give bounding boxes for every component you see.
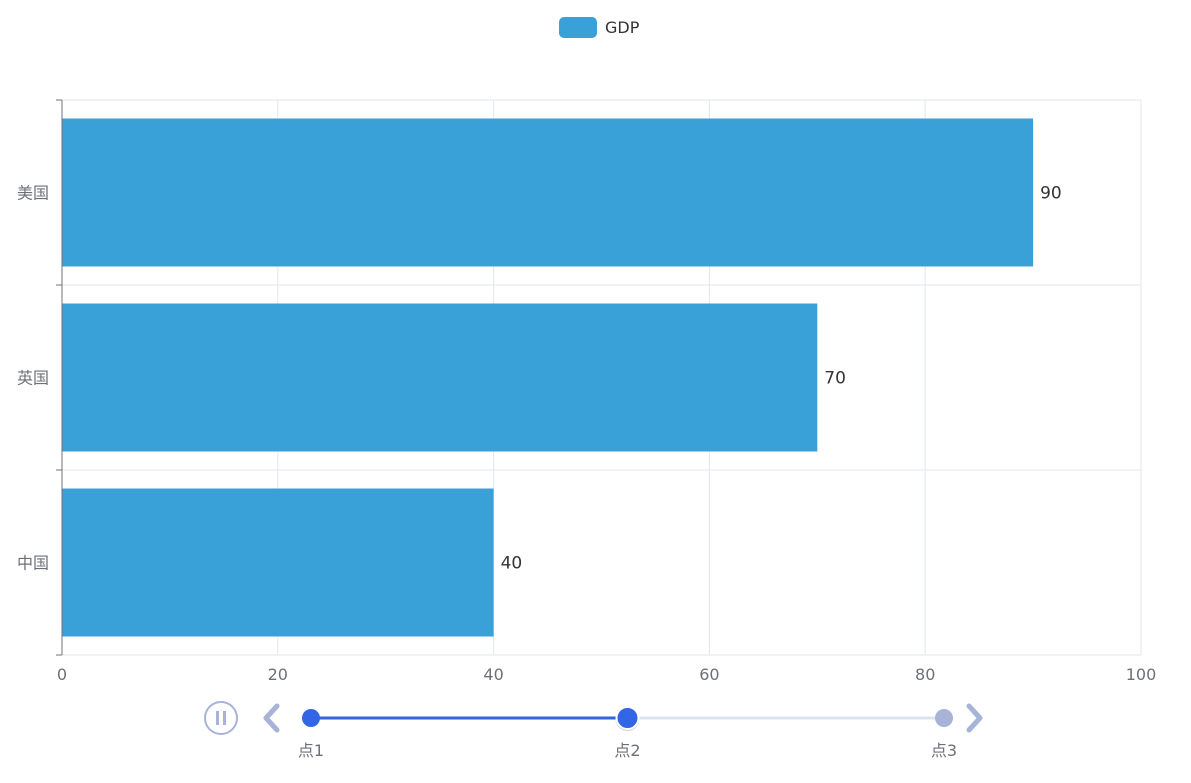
x-tick-label-1: 20 xyxy=(268,665,288,684)
next-chevron-icon[interactable] xyxy=(966,703,983,733)
legend-label-gdp[interactable]: GDP xyxy=(605,18,640,37)
timeline-label-2[interactable]: 点3 xyxy=(931,741,957,760)
pause-button[interactable] xyxy=(204,701,238,735)
data-label-1: 70 xyxy=(824,369,846,389)
bars: 90 70 40 xyxy=(62,118,1062,637)
x-tick-label-4: 80 xyxy=(915,665,935,684)
timeline: 点1 点2 点3 xyxy=(204,701,983,760)
legend-swatch-gdp[interactable] xyxy=(559,17,597,38)
pause-bar-right xyxy=(223,711,226,725)
bar-1[interactable] xyxy=(62,303,818,452)
prev-chevron-icon[interactable] xyxy=(263,703,280,733)
y-tick-label-2: 中国 xyxy=(17,554,49,573)
pause-icon xyxy=(204,701,238,735)
y-tick-label-1: 英国 xyxy=(17,369,49,388)
timeline-label-1[interactable]: 点2 xyxy=(614,741,640,760)
timeline-label-0[interactable]: 点1 xyxy=(298,741,324,760)
x-tick-label-0: 0 xyxy=(57,665,67,684)
x-tick-label-2: 40 xyxy=(483,665,503,684)
y-tick-label-0: 美国 xyxy=(17,184,49,203)
pause-bar-left xyxy=(216,711,219,725)
timeline-point-1[interactable] xyxy=(615,706,640,730)
bar-0[interactable] xyxy=(62,118,1034,267)
bar-2[interactable] xyxy=(62,488,494,637)
legend[interactable]: GDP xyxy=(559,17,640,38)
timeline-point-0[interactable] xyxy=(302,709,320,727)
x-tick-label-3: 60 xyxy=(699,665,719,684)
timeline-point-2[interactable] xyxy=(935,709,953,727)
data-label-0: 90 xyxy=(1040,184,1062,204)
x-tick-label-5: 100 xyxy=(1126,665,1157,684)
data-label-2: 40 xyxy=(501,554,523,574)
